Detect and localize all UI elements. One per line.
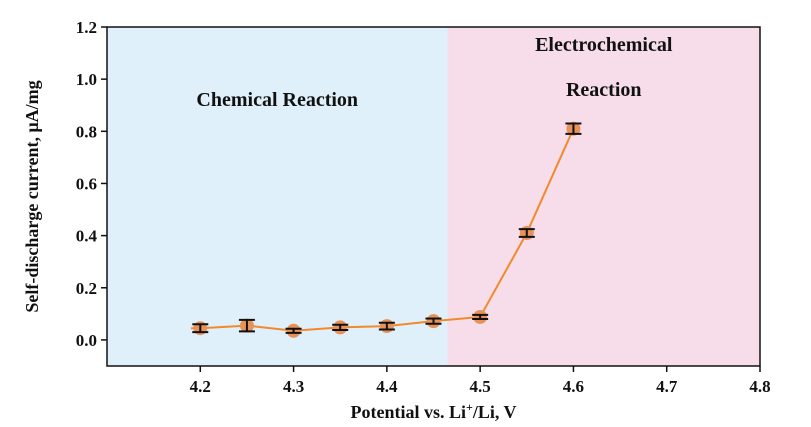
- region-1: [447, 27, 760, 366]
- error-bar-1: [238, 318, 255, 333]
- x-axis-title-end: /Li, V: [472, 402, 517, 422]
- x-tick-label-3: 4.5: [470, 377, 491, 396]
- error-bar-7: [518, 228, 535, 238]
- x-tick-label-5: 4.7: [656, 377, 678, 396]
- error-bar-2: [285, 327, 302, 334]
- error-bar-4: [378, 321, 395, 331]
- y-tick-label-0: 0.0: [76, 331, 97, 350]
- y-tick-label-3: 0.6: [76, 174, 97, 193]
- x-axis-title-main: Potential vs. Li: [350, 402, 466, 422]
- y-tick-label-5: 1.0: [76, 70, 97, 89]
- region-label-1-1: Reaction: [566, 79, 642, 101]
- region-label-1-0: Electrochemical: [535, 34, 673, 56]
- error-bar-0: [192, 323, 209, 334]
- y-tick-label-4: 0.8: [76, 122, 97, 141]
- region-labels: Chemical Reaction Electrochemical Reaction: [196, 34, 672, 111]
- region-label-0-0: Chemical Reaction: [196, 89, 358, 111]
- x-axis-title-superscript: +: [466, 400, 473, 414]
- x-tick-label-1: 4.3: [283, 377, 304, 396]
- y-axis-title: Self-discharge current, μA/mg: [22, 80, 42, 312]
- y-tick-label-2: 0.4: [76, 227, 98, 246]
- x-axis: 4.2 4.3 4.4 4.5 4.6 4.7 4.8: [190, 366, 771, 396]
- x-tick-label-4: 4.6: [563, 377, 584, 396]
- error-bar-5: [425, 317, 442, 325]
- y-axis: 0.0 0.2 0.4 0.6 0.8 1.0 1.2: [76, 18, 107, 350]
- series-line-0: [190, 128, 575, 332]
- x-axis-title: Potential vs. Li+/Li, V: [350, 400, 516, 422]
- data-series: [190, 121, 582, 338]
- error-bar-8: [565, 122, 582, 135]
- background-regions: [107, 27, 760, 366]
- region-0: [107, 27, 448, 366]
- y-tick-label-1: 0.2: [76, 279, 97, 298]
- error-bar-6: [472, 313, 489, 321]
- plot-frame: [106, 26, 761, 367]
- error-bar-3: [332, 323, 349, 332]
- y-tick-label-6: 1.2: [76, 18, 97, 37]
- x-tick-label-0: 4.2: [190, 377, 211, 396]
- x-tick-label-2: 4.4: [376, 377, 398, 396]
- x-tick-label-6: 4.8: [749, 377, 770, 396]
